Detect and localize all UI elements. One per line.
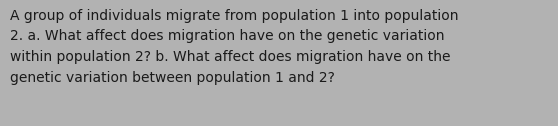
Text: A group of individuals migrate from population 1 into population
2. a. What affe: A group of individuals migrate from popu… (10, 9, 459, 85)
